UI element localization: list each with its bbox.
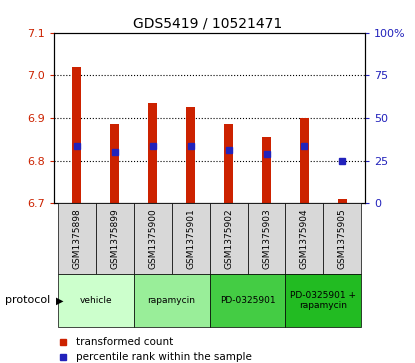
Text: protocol: protocol	[5, 295, 50, 305]
Bar	[134, 274, 210, 327]
Bar	[262, 137, 271, 203]
Bar	[110, 125, 120, 203]
Bar	[247, 203, 286, 274]
Text: GSM1375904: GSM1375904	[300, 208, 309, 269]
Bar	[58, 274, 134, 327]
Bar	[323, 203, 361, 274]
Text: ▶: ▶	[56, 295, 63, 305]
Text: GSM1375905: GSM1375905	[338, 208, 347, 269]
Bar	[186, 107, 195, 203]
Text: GSM1375900: GSM1375900	[148, 208, 157, 269]
Text: rapamycin: rapamycin	[148, 296, 195, 305]
Text: PD-0325901: PD-0325901	[220, 296, 275, 305]
Text: transformed count: transformed count	[76, 337, 173, 347]
Bar	[286, 203, 323, 274]
Text: GSM1375903: GSM1375903	[262, 208, 271, 269]
Bar	[210, 274, 286, 327]
Text: GSM1375899: GSM1375899	[110, 208, 119, 269]
Text: GDS5419 / 10521471: GDS5419 / 10521471	[133, 16, 282, 30]
Bar	[134, 203, 172, 274]
Bar	[210, 203, 247, 274]
Bar	[286, 274, 361, 327]
Text: percentile rank within the sample: percentile rank within the sample	[76, 352, 251, 362]
Bar	[300, 118, 309, 203]
Bar	[148, 103, 157, 203]
Bar	[172, 203, 210, 274]
Bar	[72, 67, 81, 203]
Text: PD-0325901 +
rapamycin: PD-0325901 + rapamycin	[290, 291, 356, 310]
Bar	[96, 203, 134, 274]
Bar	[224, 125, 233, 203]
Bar	[58, 203, 96, 274]
Bar	[338, 199, 347, 203]
Text: GSM1375901: GSM1375901	[186, 208, 195, 269]
Text: GSM1375902: GSM1375902	[224, 208, 233, 269]
Text: vehicle: vehicle	[79, 296, 112, 305]
Text: GSM1375898: GSM1375898	[72, 208, 81, 269]
